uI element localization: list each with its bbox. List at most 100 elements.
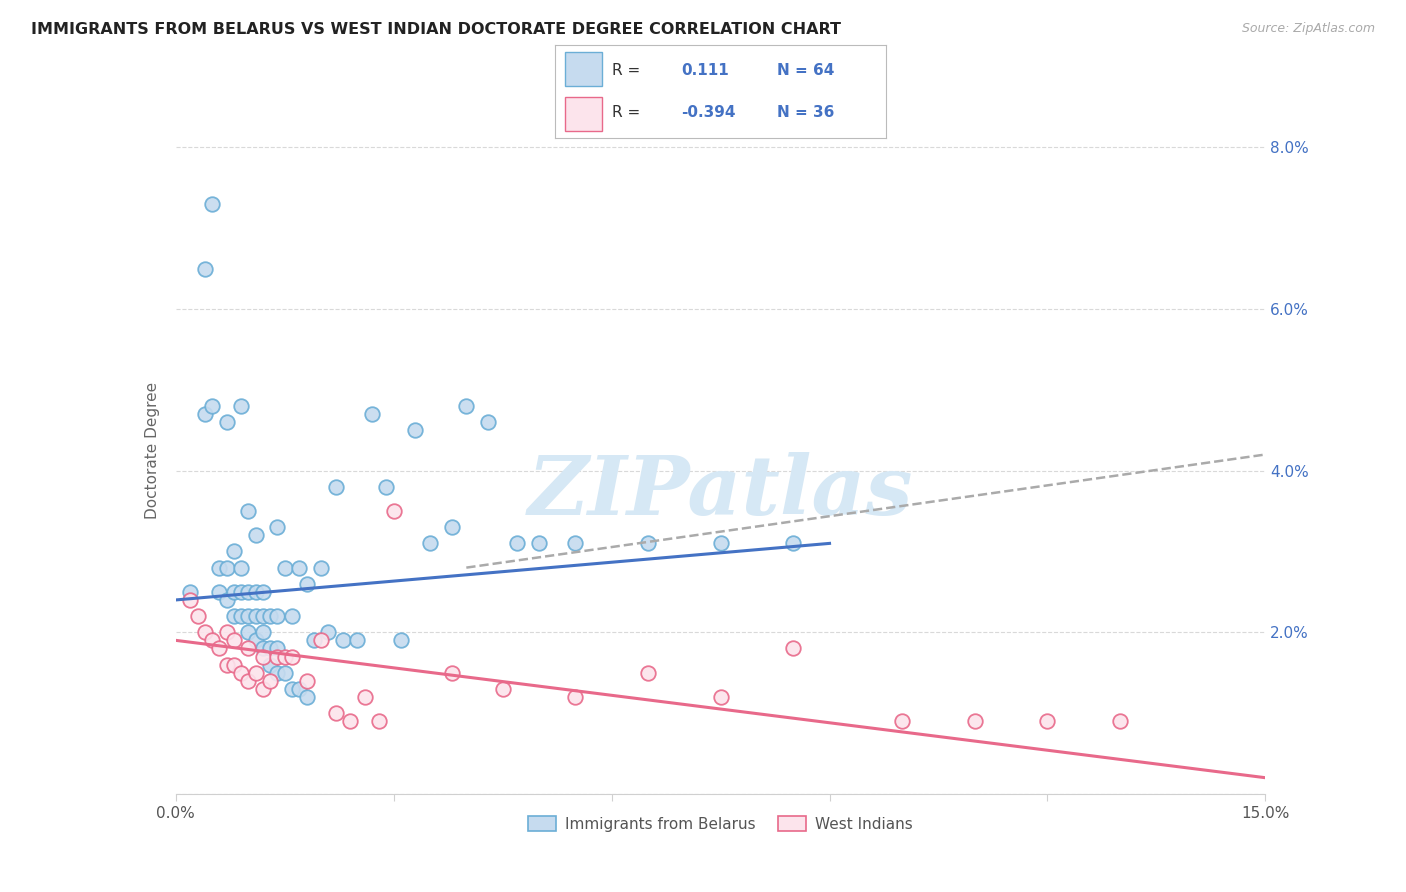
Point <box>231 399 253 413</box>
Point <box>274 665 297 680</box>
Point <box>637 665 659 680</box>
Point <box>295 690 318 704</box>
Point <box>194 407 217 421</box>
Point <box>477 415 499 429</box>
Point <box>325 706 347 720</box>
Point <box>389 633 412 648</box>
Point <box>231 560 253 574</box>
Point <box>201 399 224 413</box>
Point <box>179 593 201 607</box>
Point <box>245 528 267 542</box>
Point <box>266 665 288 680</box>
Point <box>222 633 245 648</box>
Text: R =: R = <box>612 104 640 120</box>
Point <box>353 690 375 704</box>
Point <box>215 657 238 672</box>
Point <box>564 536 586 550</box>
Point <box>194 261 217 276</box>
Point <box>288 560 311 574</box>
Point <box>782 536 804 550</box>
Point <box>259 657 281 672</box>
Text: 0.111: 0.111 <box>681 63 728 78</box>
Point <box>252 649 274 664</box>
Point <box>274 649 297 664</box>
Point <box>288 681 311 696</box>
Point <box>222 657 245 672</box>
Point <box>245 665 267 680</box>
Point <box>318 625 340 640</box>
Point <box>891 714 914 728</box>
Point <box>375 480 398 494</box>
Point <box>252 609 274 624</box>
Point <box>266 649 288 664</box>
Point <box>259 641 281 656</box>
Point <box>238 673 260 688</box>
Point <box>186 609 209 624</box>
Point <box>194 625 217 640</box>
Point <box>215 415 238 429</box>
Point <box>360 407 382 421</box>
Point <box>231 585 253 599</box>
Point <box>231 609 253 624</box>
Point <box>710 690 733 704</box>
Point <box>332 633 354 648</box>
Point <box>231 665 253 680</box>
Point <box>222 609 245 624</box>
Point <box>637 536 659 550</box>
Point <box>245 609 267 624</box>
Point <box>215 560 238 574</box>
Point <box>419 536 441 550</box>
Point <box>405 423 427 437</box>
Point <box>215 593 238 607</box>
Point <box>325 480 347 494</box>
Point <box>222 544 245 558</box>
Text: N = 64: N = 64 <box>776 63 834 78</box>
Text: IMMIGRANTS FROM BELARUS VS WEST INDIAN DOCTORATE DEGREE CORRELATION CHART: IMMIGRANTS FROM BELARUS VS WEST INDIAN D… <box>31 22 841 37</box>
Point <box>238 625 260 640</box>
Point <box>440 520 463 534</box>
Point <box>281 609 304 624</box>
Point <box>215 625 238 640</box>
Point <box>245 585 267 599</box>
Legend: Immigrants from Belarus, West Indians: Immigrants from Belarus, West Indians <box>522 810 920 838</box>
Point <box>527 536 550 550</box>
Point <box>238 585 260 599</box>
Point <box>382 504 405 518</box>
Point <box>179 585 201 599</box>
Point <box>266 641 288 656</box>
Point <box>259 673 281 688</box>
Point <box>295 576 318 591</box>
Point <box>208 641 231 656</box>
Point <box>440 665 463 680</box>
Point <box>201 197 224 211</box>
Point <box>368 714 391 728</box>
FancyBboxPatch shape <box>565 52 602 86</box>
Point <box>208 560 231 574</box>
Text: ZIPatlas: ZIPatlas <box>527 451 914 532</box>
Point <box>238 504 260 518</box>
Text: -0.394: -0.394 <box>681 104 735 120</box>
Point <box>309 560 332 574</box>
Point <box>252 585 274 599</box>
Point <box>309 633 332 648</box>
Point <box>252 641 274 656</box>
Text: N = 36: N = 36 <box>776 104 834 120</box>
Text: Source: ZipAtlas.com: Source: ZipAtlas.com <box>1241 22 1375 36</box>
Point <box>259 609 281 624</box>
Text: R =: R = <box>612 63 640 78</box>
Point <box>456 399 478 413</box>
Point <box>245 633 267 648</box>
Point <box>252 681 274 696</box>
Point <box>201 633 224 648</box>
Point <box>238 641 260 656</box>
Y-axis label: Doctorate Degree: Doctorate Degree <box>145 382 160 519</box>
Point <box>208 585 231 599</box>
Point <box>295 673 318 688</box>
Point <box>274 560 297 574</box>
Point <box>281 649 304 664</box>
Point <box>782 641 804 656</box>
Point <box>302 633 325 648</box>
Point <box>506 536 529 550</box>
Point <box>281 681 304 696</box>
Point <box>238 609 260 624</box>
